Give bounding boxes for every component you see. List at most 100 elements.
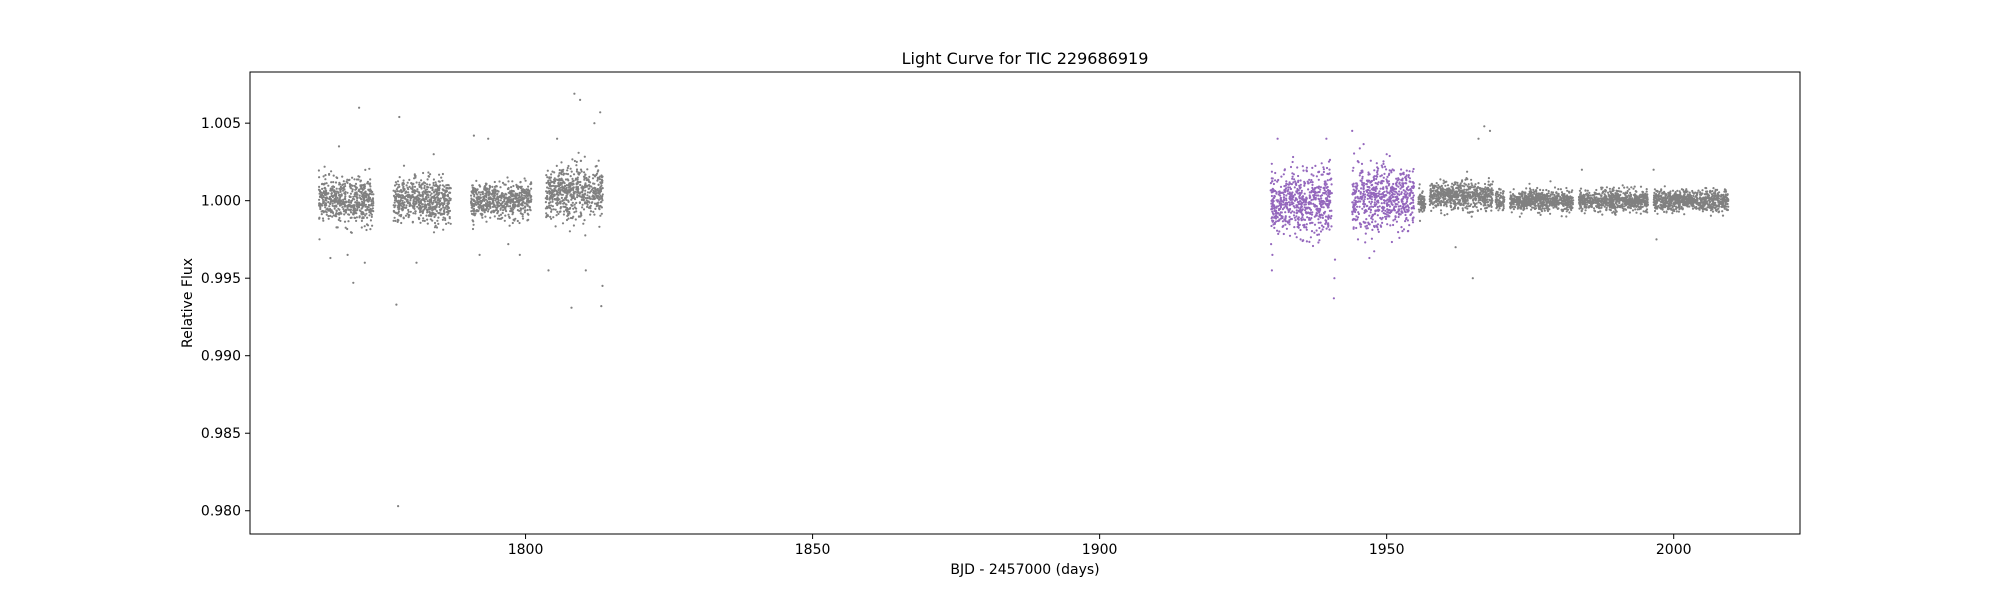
- data-point: [443, 210, 446, 213]
- data-point: [400, 202, 404, 205]
- data-point: [369, 212, 372, 215]
- data-point: [1566, 208, 1570, 211]
- data-point: [575, 186, 578, 189]
- data-point: [408, 195, 411, 199]
- data-point: [1567, 204, 1570, 207]
- data-point: [321, 187, 324, 190]
- data-point: [403, 201, 406, 204]
- data-point: [1605, 186, 1608, 189]
- data-point: [430, 207, 433, 210]
- data-point: [393, 199, 397, 202]
- data-point: [1632, 194, 1636, 197]
- data-point: [1545, 193, 1548, 196]
- data-point: [557, 175, 560, 178]
- data-point: [422, 217, 425, 220]
- data-point: [421, 205, 424, 208]
- data-point: [335, 187, 338, 190]
- data-point: [575, 168, 579, 171]
- data-point: [496, 217, 500, 220]
- data-point: [1513, 194, 1516, 197]
- data-point: [1474, 195, 1477, 198]
- data-point: [553, 187, 556, 190]
- data-point: [518, 199, 521, 202]
- data-point: [1539, 193, 1542, 196]
- data-point: [493, 195, 496, 198]
- data-point: [1461, 209, 1465, 212]
- data-point: [492, 201, 495, 204]
- data-point: [401, 183, 404, 186]
- data-point: [1451, 182, 1454, 185]
- data-point: [485, 220, 488, 223]
- data-point: [394, 190, 397, 193]
- data-point: [1600, 206, 1603, 209]
- data-point: [1564, 203, 1567, 206]
- data-point: [479, 193, 482, 196]
- data-point: [487, 194, 490, 197]
- data-point: [501, 202, 504, 205]
- data-point: [444, 190, 448, 193]
- data-point: [430, 196, 433, 199]
- data-point: [414, 200, 417, 203]
- data-point: [1467, 205, 1470, 208]
- data-point: [1418, 201, 1422, 204]
- data-point: [440, 213, 444, 216]
- data-point: [441, 184, 444, 187]
- data-point: [1456, 193, 1459, 196]
- data-point: [325, 211, 328, 214]
- data-point: [1521, 194, 1524, 197]
- data-point: [473, 195, 476, 198]
- data-point: [418, 185, 421, 188]
- data-point: [430, 215, 433, 218]
- data-point: [474, 188, 477, 191]
- data-point: [1551, 200, 1554, 203]
- data-point: [400, 213, 403, 217]
- data-point: [1550, 193, 1553, 196]
- data-point: [1466, 170, 1469, 173]
- data-point: [512, 198, 515, 201]
- data-point: [1477, 186, 1480, 189]
- data-point: [1429, 196, 1432, 199]
- data-point: [417, 198, 420, 201]
- data-point: [1418, 194, 1421, 197]
- data-point: [505, 200, 508, 204]
- data-point: [551, 195, 555, 198]
- data-point: [369, 188, 372, 191]
- data-point: [1543, 194, 1546, 197]
- data-point: [354, 182, 358, 185]
- data-point: [447, 184, 450, 187]
- data-point: [426, 185, 429, 189]
- data-point: [434, 224, 437, 227]
- data-point: [341, 175, 344, 178]
- data-point: [546, 169, 549, 172]
- data-point: [508, 224, 511, 227]
- data-point: [1483, 198, 1486, 201]
- data-point: [1628, 199, 1631, 202]
- data-point: [397, 201, 401, 204]
- data-point: [369, 207, 372, 210]
- data-point: [498, 180, 501, 183]
- data-point: [1565, 215, 1568, 218]
- data-point: [492, 209, 495, 212]
- data-point: [1525, 196, 1528, 199]
- data-point: [437, 180, 440, 183]
- data-point: [502, 204, 505, 207]
- data-point: [1449, 197, 1452, 201]
- data-point: [428, 183, 431, 186]
- data-point: [1653, 191, 1656, 194]
- data-point: [496, 196, 499, 199]
- data-point: [1477, 182, 1480, 185]
- data-point: [368, 214, 371, 217]
- data-point: [518, 194, 521, 197]
- data-point: [586, 196, 589, 200]
- data-point: [1542, 189, 1545, 192]
- data-point: [478, 207, 481, 210]
- data-point: [572, 188, 575, 192]
- data-point: [588, 195, 591, 198]
- data-point: [1478, 192, 1481, 196]
- data-point: [394, 193, 397, 196]
- data-point: [446, 194, 449, 197]
- data-point: [1509, 195, 1512, 198]
- data-point: [1472, 186, 1475, 189]
- data-point: [371, 224, 374, 227]
- data-point: [483, 211, 486, 214]
